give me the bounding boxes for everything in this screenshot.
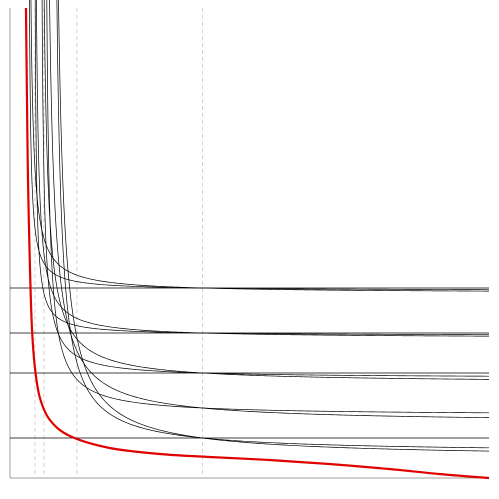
vertical-guides-group <box>34 8 203 478</box>
curve-family-group <box>29 0 490 452</box>
hyperbola-curve <box>56 0 490 449</box>
hyperbola-curve <box>29 0 489 290</box>
horizontal-lines-group <box>10 287 489 439</box>
hyperbola-curve <box>46 0 490 414</box>
hyperbola-curve <box>41 0 490 377</box>
axes-group <box>9 8 489 479</box>
hyperbola-curve <box>49 0 490 418</box>
highlight-series-line <box>24 7 490 480</box>
hyperbola-curve <box>34 0 489 335</box>
highlight-series-group <box>24 7 490 480</box>
